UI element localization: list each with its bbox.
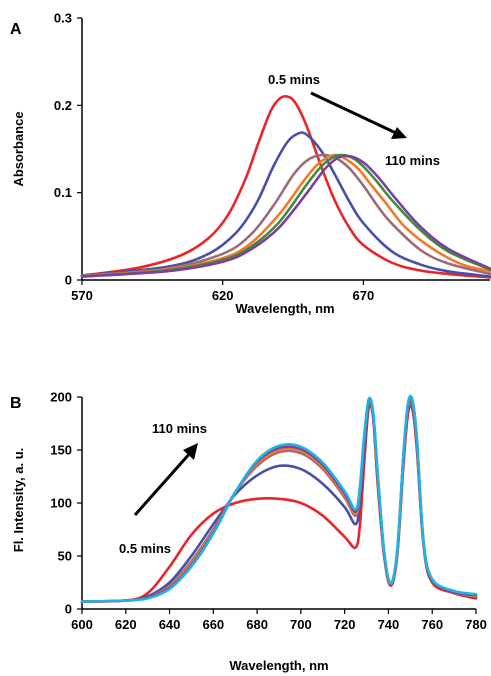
panel-b-y-tick-label: 200 (50, 390, 72, 405)
panel-b-x-tick-label: 700 (290, 617, 312, 632)
panel-a-y-tick-label: 0.3 (54, 11, 72, 26)
panel-a-y-tick-label: 0 (65, 273, 72, 288)
panel-b-x-axis-label: Wavelength, nm (229, 658, 328, 673)
panel-b-x-tick-label: 600 (71, 617, 93, 632)
panel-a-x-tick-label: 570 (71, 288, 93, 303)
panel-b-y-axis-label: Fl. Intensity, a. u. (11, 448, 26, 553)
panel-a-x-axis-label: Wavelength, nm (235, 301, 334, 316)
panel-b-y-tick-label: 0 (65, 602, 72, 617)
panel-a-arrow (310, 91, 407, 139)
panel-b-x-tick-label: 760 (421, 617, 443, 632)
panel-b-letter: B (10, 395, 22, 412)
panel-a-x-tick-label: 620 (212, 288, 234, 303)
panel-b-annotation-start: 0.5 mins (119, 541, 171, 556)
panel-a-y-axis-label: Absorbance (11, 111, 26, 186)
panel-a-absorbance-chart: A 570 620 670 0 0.1 0.2 0.3 Wavelength, nm Abs… (10, 11, 491, 316)
panel-a-series-line-5 (80, 153, 491, 278)
panel-b-x-tick-label: 640 (159, 617, 181, 632)
panel-b-x-tick-label: 660 (202, 617, 224, 632)
panel-b-x-tick-label: 720 (334, 617, 356, 632)
panel-a-letter: A (10, 21, 22, 38)
panel-a-x-tick-label: 670 (353, 288, 375, 303)
panel-a-annotation-start: 0.5 mins (268, 72, 320, 87)
panel-b-ticks: 600 620 640 660 680 700 720 740 760 780 0 50 100 150 2… (50, 390, 487, 633)
panel-b-y-tick-label: 100 (50, 496, 72, 511)
panel-a-series-line-2 (80, 131, 491, 278)
panel-a-ticks: 570 620 670 0 0.1 0.2 0.3 (54, 11, 374, 304)
panel-a-series-line-1 (80, 95, 491, 279)
panel-b-x-tick-label: 740 (378, 617, 400, 632)
panel-a-series-line-6 (80, 154, 491, 278)
panel-a-annotation-end: 110 mins (385, 153, 440, 168)
panel-b-fluorescence-chart: B 600 620 640 660 680 700 720 740 760 780 0 50 100 15… (10, 390, 487, 674)
panel-b-annotation-end: 110 mins (152, 421, 207, 436)
panel-b-y-tick-label: 150 (50, 443, 72, 458)
panel-b-y-tick-label: 50 (58, 549, 72, 564)
panel-b-curves (80, 394, 478, 603)
panel-b-arrow (133, 443, 198, 516)
panel-b-x-tick-label: 780 (465, 617, 487, 632)
panel-a-y-tick-label: 0.2 (54, 98, 72, 113)
panel-b-series-line-6 (80, 394, 478, 603)
panel-a-series-line-3 (80, 153, 491, 277)
panel-b-x-tick-label: 620 (115, 617, 137, 632)
panel-a-series-line-4 (80, 153, 491, 278)
panel-a-curves (80, 95, 491, 279)
panel-a-y-tick-label: 0.1 (54, 185, 72, 200)
panel-b-x-tick-label: 680 (246, 617, 268, 632)
